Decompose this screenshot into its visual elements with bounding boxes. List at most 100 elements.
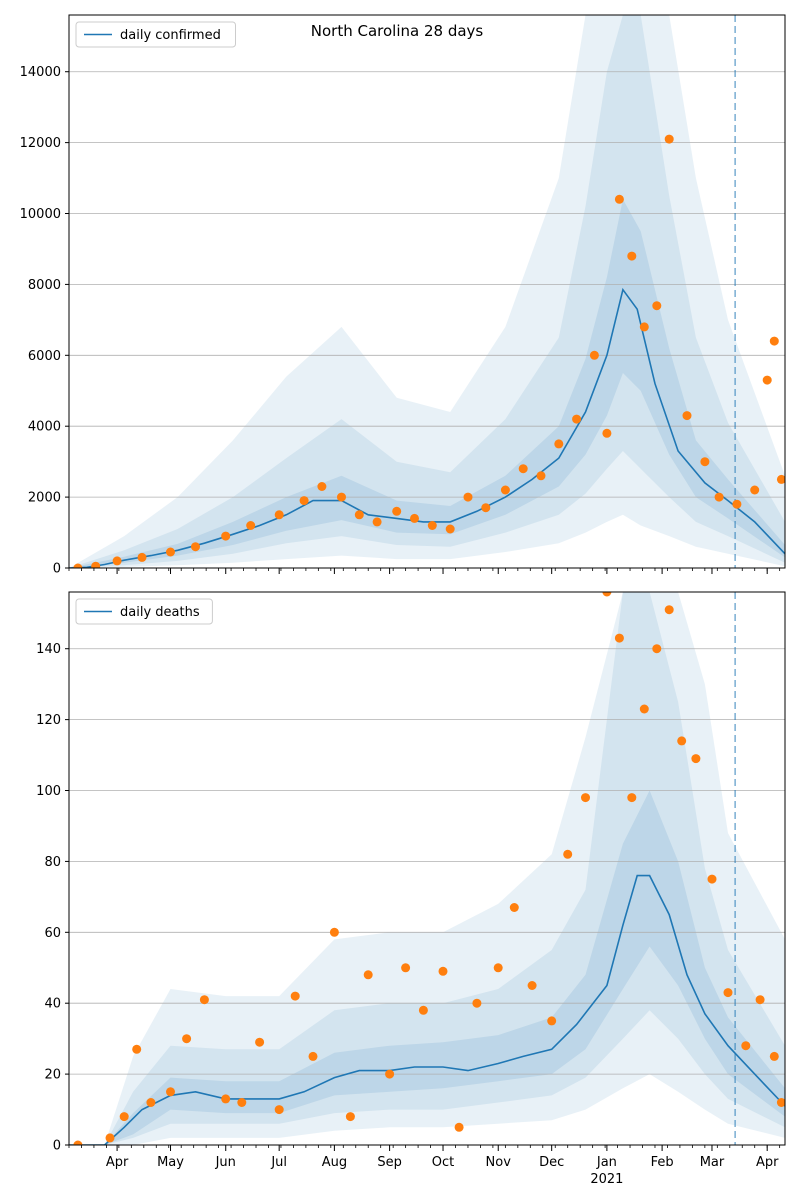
confirmed-point-34 [714, 492, 724, 502]
confirmed-point-29 [639, 322, 649, 332]
deaths-point-6 [182, 1034, 192, 1044]
deaths-xtick-label-10: Feb [651, 1155, 674, 1170]
confirmed-legend: daily confirmed [75, 21, 236, 48]
confirmed-point-19 [481, 503, 491, 513]
confirmed-point-0 [73, 563, 83, 568]
deaths-xtick-label-8: Dec [539, 1155, 564, 1170]
confirmed-ytick-label-0: 0 [53, 562, 61, 577]
deaths-xtick-label-7: Nov [486, 1155, 512, 1170]
deaths-legend-label: daily deaths [120, 605, 200, 620]
confirmed-point-13 [372, 517, 382, 527]
confirmed-point-14 [392, 506, 402, 516]
deaths-point-5 [166, 1087, 175, 1097]
deaths-point-8 [221, 1094, 231, 1104]
deaths-ytick-label-3: 60 [44, 926, 61, 941]
deaths-xtick-label-4: Aug [322, 1155, 347, 1170]
confirmed-legend-label: daily confirmed [120, 28, 221, 43]
deaths-point-22 [472, 998, 482, 1008]
confirmed-legend-box [75, 21, 236, 48]
deaths-series-line [69, 874, 785, 1145]
deaths-ytick-label-4: 80 [44, 855, 61, 870]
deaths-point-9 [237, 1098, 247, 1107]
confirmed-point-6 [221, 531, 231, 541]
deaths-point-19 [418, 1005, 428, 1015]
confirmed-point-28 [627, 251, 637, 261]
deaths-point-36 [691, 754, 701, 764]
deaths-ytick-label-2: 40 [44, 997, 61, 1012]
deaths-point-26 [547, 1016, 557, 1026]
confirmed-point-24 [572, 414, 582, 424]
confirmed-point-11 [337, 492, 346, 502]
deaths-frame [68, 591, 786, 1146]
deaths-point-30 [614, 633, 624, 643]
deaths-ytick-label-1: 20 [44, 1068, 61, 1083]
deaths-xtick-label-9: Jan [596, 1155, 617, 1170]
deaths-point-40 [755, 995, 765, 1005]
confirmed-band-2 [69, 199, 785, 568]
confirmed-point-38 [769, 336, 779, 346]
deaths-point-10 [255, 1037, 265, 1047]
deaths-points [73, 592, 785, 1145]
confirmed-point-33 [700, 457, 710, 467]
confirmed-gridlines [69, 71, 785, 498]
confirmed-point-37 [762, 375, 772, 385]
deaths-ytick-label-0: 0 [53, 1139, 61, 1154]
deaths-ytick-label-7: 140 [36, 642, 61, 657]
confirmed-ytick-label-4: 8000 [28, 278, 61, 293]
confirmed-ytick-label-2: 4000 [28, 420, 61, 435]
deaths-point-41 [769, 1051, 779, 1061]
confirmed-point-23 [554, 439, 564, 449]
confirmed-point-20 [500, 485, 510, 495]
confirmed-ytick-label-7: 14000 [20, 65, 61, 80]
deaths-point-13 [308, 1051, 318, 1061]
confirmed-axes: 0 2000 4000 6000 8000 10000 12000 14000 [20, 14, 786, 577]
deaths-band-0 [69, 592, 785, 1145]
deaths-line [69, 874, 785, 1145]
deaths-point-37 [707, 874, 717, 884]
confirmed-uncertainty-bands [69, 15, 785, 568]
confirmed-point-21 [518, 464, 528, 474]
figure-title: North Carolina 28 days [311, 22, 484, 40]
deaths-xtick-label-5: Sep [377, 1155, 402, 1170]
confirmed-point-32 [682, 411, 692, 421]
deaths-point-7 [199, 995, 209, 1005]
deaths-point-3 [132, 1044, 142, 1054]
confirmed-point-8 [274, 510, 284, 520]
deaths-point-32 [639, 704, 649, 714]
deaths-gridlines [69, 648, 785, 1075]
deaths-ytick-label-6: 120 [36, 713, 61, 728]
confirmed-point-15 [410, 513, 419, 523]
confirmed-point-1 [91, 561, 101, 568]
deaths-point-17 [385, 1069, 395, 1079]
confirmed-point-12 [354, 510, 364, 520]
confirmed-ytick-label-3: 6000 [28, 349, 61, 364]
deaths-point-2 [119, 1112, 129, 1122]
confirmed-point-26 [602, 428, 612, 438]
confirmed-point-31 [664, 134, 674, 144]
deaths-point-1 [105, 1133, 115, 1143]
deaths-point-24 [509, 903, 519, 912]
confirmed-point-18 [463, 492, 473, 502]
confirmed-point-2 [112, 556, 122, 566]
deaths-uncertainty-bands [69, 592, 785, 1145]
confirmed-points [73, 134, 785, 568]
confirmed-point-7 [246, 521, 256, 530]
deaths-point-16 [363, 970, 373, 980]
deaths-point-21 [454, 1122, 464, 1132]
deaths-band-1 [69, 592, 785, 1145]
deaths-axes: 0 20 40 60 80 100 120 140 Apr May Jun Jul Aug Sep Oct N… [36, 591, 786, 1187]
confirmed-ytick-label-1: 2000 [28, 491, 61, 506]
deaths-point-12 [290, 991, 300, 1001]
confirmed-point-10 [317, 482, 327, 491]
deaths-legend: daily deaths [75, 598, 213, 625]
deaths-point-33 [652, 644, 662, 654]
deaths-point-14 [329, 927, 339, 937]
confirmed-point-35 [732, 499, 742, 509]
confirmed-point-36 [750, 485, 760, 495]
deaths-point-31 [627, 793, 637, 803]
deaths-point-20 [438, 966, 448, 976]
daily-confirmed-panel: 0 2000 4000 6000 8000 10000 12000 14000 daily c… [20, 14, 786, 577]
deaths-point-42 [776, 1098, 785, 1107]
deaths-point-23 [493, 963, 503, 973]
deaths-xtick-label-0: Apr [106, 1155, 129, 1170]
